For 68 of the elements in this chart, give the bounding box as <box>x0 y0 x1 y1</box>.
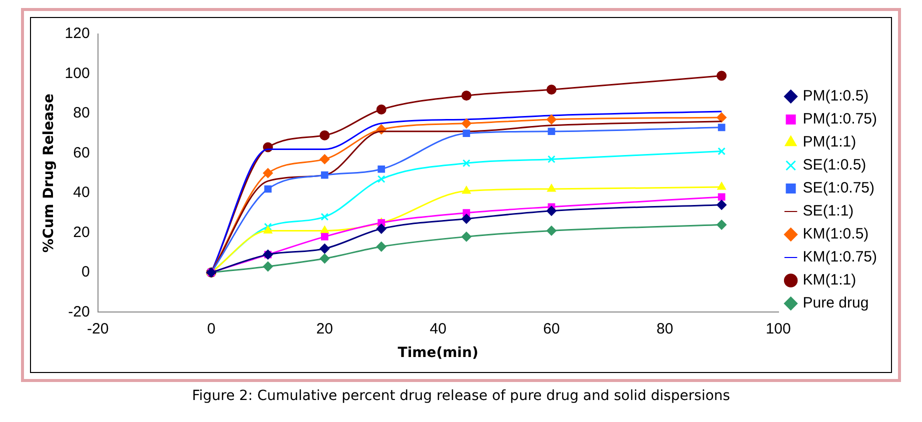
point <box>461 214 472 224</box>
legend-label: PM(1:1) <box>802 134 856 151</box>
x-tick-label: 80 <box>656 320 674 338</box>
point <box>320 233 328 240</box>
x-tick-label: 0 <box>207 320 216 338</box>
legend-label: KM(1:0.5) <box>802 226 869 243</box>
point <box>462 130 470 138</box>
y-tick-label: 20 <box>73 224 90 241</box>
point <box>376 224 386 234</box>
point <box>718 124 726 132</box>
point <box>320 130 330 140</box>
legend-label: PM(1:0.75) <box>802 110 878 128</box>
legend-label: SE(1:1) <box>802 202 854 220</box>
legend-label: KM(1:1) <box>802 272 856 289</box>
point <box>546 226 556 236</box>
y-tick-label: 80 <box>73 104 90 122</box>
x-axis-title: Time(min) <box>398 345 478 362</box>
point <box>320 244 330 254</box>
point <box>461 90 472 101</box>
point <box>461 118 472 128</box>
point <box>461 232 472 242</box>
point <box>718 147 726 156</box>
point <box>716 70 727 81</box>
point <box>546 84 556 95</box>
y-tick-label: 60 <box>73 144 90 162</box>
point <box>264 222 272 231</box>
point <box>376 242 386 252</box>
legend-label: PM(1:0.5) <box>802 88 869 105</box>
legend-label: SE(1:0.75) <box>802 180 875 197</box>
point <box>320 171 328 179</box>
y-tick-label: 120 <box>64 25 90 42</box>
point <box>462 159 470 168</box>
legend-label: SE(1:0.5) <box>802 156 866 174</box>
point <box>378 165 386 173</box>
x-tick-label: 60 <box>543 320 560 338</box>
point <box>548 128 556 136</box>
y-tick-label: 40 <box>73 184 90 202</box>
x-tick-label: 100 <box>766 320 791 338</box>
y-axis-title: %Cum Drug Release <box>41 94 58 253</box>
x-tick-label: 40 <box>430 320 446 338</box>
legend-label: Pure drug <box>802 294 869 312</box>
point <box>320 154 330 164</box>
point <box>377 175 386 183</box>
point <box>264 185 272 193</box>
point <box>320 212 329 221</box>
point <box>716 220 727 230</box>
x-tick-label: -20 <box>86 320 109 338</box>
x-tick-label: 20 <box>316 320 333 338</box>
y-tick-label: 0 <box>81 264 90 281</box>
point <box>462 186 471 194</box>
point <box>717 182 726 190</box>
caption: Figure 2: Cumulative percent drug release of pure drug and solid dispersions <box>190 388 732 404</box>
point <box>546 114 556 124</box>
point <box>547 184 556 192</box>
point <box>546 206 556 216</box>
y-tick-label: -20 <box>68 303 90 320</box>
point <box>264 226 272 234</box>
point <box>262 261 273 272</box>
point <box>320 254 330 264</box>
point <box>262 168 273 178</box>
point <box>718 193 726 201</box>
legend-label: KM(1:0.75) <box>802 248 878 266</box>
point <box>548 155 556 164</box>
point <box>376 104 386 115</box>
y-tick-label: 100 <box>64 64 90 82</box>
point <box>716 112 727 122</box>
point <box>320 226 330 234</box>
point <box>716 200 727 210</box>
